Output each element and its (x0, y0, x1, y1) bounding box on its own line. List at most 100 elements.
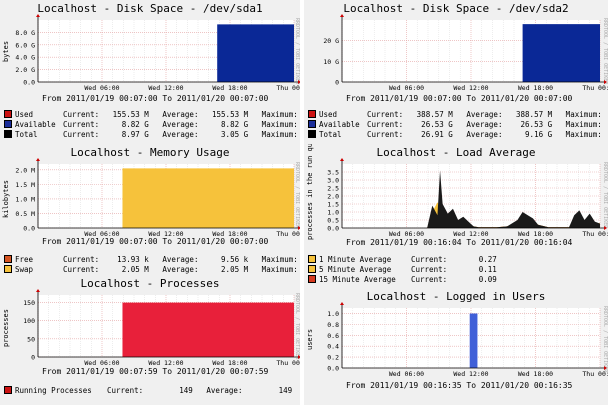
disk-space-sda2-panel: Localhost - Disk Space - /dev/sda2 RRDTO… (304, 0, 608, 149)
y-tick-label: 0.0 (23, 79, 35, 87)
legend-entry: Used Current: 388.57 M Average: 388.57 M … (308, 110, 608, 120)
y-tick-label: 0.2 (327, 354, 339, 362)
x-tick-label: Wed 06:00 (84, 359, 119, 367)
y-tick-label: 4.0 G (15, 54, 35, 62)
y-tick-label: 150 (23, 299, 35, 307)
legend-swatch (308, 255, 316, 263)
legend-swatch (308, 110, 316, 118)
rrdtool-credit: RRDTOOL / TOBI OETIKER (602, 306, 608, 372)
panel-title: Localhost - Memory Usage (70, 146, 230, 159)
processes-panel: Localhost - Processes processes RRDTOOL … (0, 275, 300, 405)
x-axis-arrow (298, 80, 300, 84)
x-tick-label: Wed 18:00 (518, 230, 553, 238)
legend-swatch (4, 110, 12, 118)
time-range: From 2011/01/19 00:07:00 To 2011/01/20 0… (346, 94, 573, 103)
series-area (469, 313, 478, 368)
panel-title: Localhost - Processes (80, 277, 220, 290)
y-tick-label: 1.5 M (15, 181, 35, 189)
legend-name: Swap (15, 265, 34, 274)
series-area (122, 302, 294, 357)
legend-entry: 5 Minute Average Current: 0.11 (308, 265, 497, 275)
logged-in-users-panel: Localhost - Logged in Users users RRDTOO… (304, 288, 608, 405)
memory-usage-chart: 0.0 0.5 M 1.0 M 1.5 M 2.0 M Wed 06:00 Wed 12:0… (15, 158, 300, 238)
panel-title: Localhost - Disk Space - /dev/sda2 (343, 2, 569, 15)
legend-stats: Current: 0.27 (411, 255, 497, 264)
legend-name: Running Processes (15, 386, 92, 395)
legend-name: Used (319, 110, 338, 119)
x-tick-label: Thu 00:00 (276, 230, 300, 238)
x-tick-label: Thu 00:00 (582, 230, 608, 238)
rrdtool-credit: RRDTOOL / TOBI OETIKER (602, 162, 608, 229)
legend-name: Available (15, 120, 56, 129)
y-axis-arrow (36, 289, 40, 292)
series-area (217, 24, 294, 82)
x-tick-label: Wed 12:00 (148, 230, 183, 238)
x-tick-label: Wed 12:00 (453, 230, 488, 238)
load-average-chart: 0.00.51.01.52.02.53.03.5 Wed 06:00 Wed 12:… (327, 158, 608, 238)
disk-space-sda1-chart: 0.0 2.0 G 4.0 G 6.0 G 8.0 G Wed 06:00 Wed 12:0… (15, 14, 300, 92)
y-tick-label: 0.8 (327, 321, 339, 329)
y-tick-label: 0 (335, 79, 339, 87)
panel-title: Localhost - Load Average (376, 146, 536, 159)
legend-name: Free (15, 255, 34, 264)
rrdtool-credit: RRDTOOL / TOBI OETIKER (294, 18, 300, 84)
legend-entry: 1 Minute Average Current: 0.27 (308, 255, 497, 265)
time-range: From 2011/01/19 00:16:04 To 2011/01/20 0… (346, 238, 573, 247)
x-axis-arrow (604, 80, 607, 84)
y-tick-label: 0.0 (327, 365, 339, 373)
y-tick-label: 0.0 (327, 225, 339, 233)
legend-stats: Current: 8.97 G Average: 3.05 G Maximum:… (63, 130, 298, 139)
legend-stats: Current: 155.53 M Average: 155.53 M Maxi… (63, 110, 298, 119)
rrdtool-credit: RRDTOOL / TOBI OETIKER (294, 293, 300, 360)
x-axis-arrow (604, 226, 607, 230)
legend-swatch (308, 130, 316, 138)
x-axis-arrow (604, 366, 607, 370)
y-axis-arrow (340, 158, 344, 161)
legend-swatch (4, 120, 12, 128)
legend-stats: Current: 13.93 k Average: 9.56 k Maximum… (63, 255, 298, 264)
x-tick-label: Wed 12:00 (453, 370, 488, 378)
legend-swatch (4, 255, 12, 263)
y-axis-arrow (36, 14, 40, 17)
y-tick-label: 0.4 (327, 343, 339, 351)
legend-swatch (308, 120, 316, 128)
legend-stats: Current: 26.53 G Average: 26.53 G Maximu… (367, 120, 602, 129)
y-tick-label: 0.6 (327, 332, 339, 340)
y-tick-label: 20 G (323, 37, 339, 45)
legend-swatch (308, 275, 316, 283)
x-tick-label: Wed 06:00 (389, 370, 424, 378)
y-tick-label: 6.0 G (15, 41, 35, 49)
legend-name: Used (15, 110, 34, 119)
time-range: From 2011/01/19 00:07:00 To 2011/01/20 0… (42, 94, 269, 103)
legend-swatch (4, 386, 12, 394)
legend-name: 15 Minute Average (319, 275, 396, 284)
legend-entry: Free Current: 13.93 k Average: 9.56 k Max… (4, 255, 300, 265)
legend-entry: Swap Current: 2.05 M Average: 2.05 M Maxi… (4, 265, 300, 275)
legend-entry: Available Current: 26.53 G Average: 26.53… (308, 120, 608, 130)
legend-name: 1 Minute Average (319, 255, 392, 264)
legend-stats: Current: 2.05 M Average: 2.05 M Maximum:… (63, 265, 298, 274)
x-tick-label: Wed 12:00 (148, 84, 183, 92)
panel-title: Localhost - Logged in Users (366, 290, 546, 303)
y-tick-label: 1.0 (327, 310, 339, 318)
legend-name: 5 Minute Average (319, 265, 392, 274)
legend-entry: Running Processes Current: 149 Average: 1… (4, 386, 300, 396)
legend-stats: Current: 388.57 M Average: 388.57 M Maxi… (367, 110, 602, 119)
y-tick-label: 2.0 (327, 193, 339, 201)
y-tick-label: 10 G (323, 58, 339, 66)
x-tick-label: Thu 00:00 (582, 84, 608, 92)
y-tick-label: 50 (27, 335, 35, 343)
y-axis-arrow (340, 14, 344, 17)
time-range: From 2011/01/19 00:07:59 To 2011/01/20 0… (42, 367, 269, 376)
x-tick-label: Thu 00:00 (276, 84, 300, 92)
legend-name: Total (15, 130, 38, 139)
y-tick-label: 3.0 (327, 177, 339, 185)
y-tick-label: 0.0 (23, 225, 35, 233)
legend-swatch (4, 130, 12, 138)
y-axis-arrow (36, 158, 40, 161)
panel-title: Localhost - Disk Space - /dev/sda1 (37, 2, 263, 15)
legend-entry: Used Current: 155.53 M Average: 155.53 M … (4, 110, 300, 120)
legend-stats: Current: 0.09 (411, 275, 497, 284)
processes-chart: 0 50 100 150 Wed 06:00 Wed 12:00 Wed 18:00 Thu … (23, 289, 300, 367)
legend-stats: Current: 8.82 G Average: 8.82 G Maximum:… (63, 120, 298, 129)
